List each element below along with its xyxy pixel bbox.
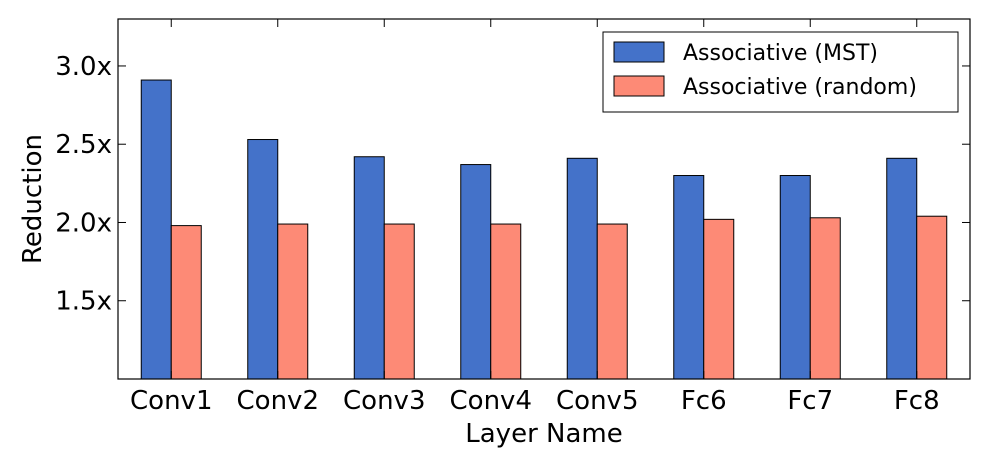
bar-fc6-series-2 [703, 218, 735, 380]
y-tick-label: 2.5x [55, 130, 112, 160]
x-tick-label-fc7: Fc7 [787, 386, 833, 416]
bar-fc6-series-1 [673, 175, 705, 380]
bar-conv1-series-1 [140, 79, 172, 380]
x-tick-label-conv2: Conv2 [237, 386, 319, 416]
legend-swatch-2 [613, 75, 665, 97]
y-tick-label: 1.5x [55, 287, 112, 317]
bar-fc8-series-1 [886, 157, 918, 380]
legend-swatch-1 [613, 41, 665, 63]
plot-frame [117, 18, 971, 380]
x-axis-title: Layer Name [465, 419, 622, 449]
bar-fc7-series-1 [779, 175, 811, 380]
x-tick-label-fc8: Fc8 [894, 386, 940, 416]
y-tick-label: 2.0x [55, 208, 112, 238]
legend-label-2: Associative (random) [683, 75, 917, 100]
x-tick-label-fc6: Fc6 [681, 386, 727, 416]
bar-conv2-series-2 [277, 223, 309, 380]
bar-conv2-series-1 [247, 139, 279, 380]
y-axis-ticks: 1.5x 2.0x 2.5x 3.0x [55, 52, 970, 317]
x-axis-ticks: Conv1 Conv2 Conv3 Conv4 Conv5 Fc6 Fc7 Fc8 [130, 19, 940, 416]
legend: Associative (MST) Associative (random) [602, 31, 959, 113]
x-tick-label-conv4: Conv4 [450, 386, 532, 416]
bar-conv5-series-1 [566, 157, 598, 380]
bars-group [140, 79, 948, 380]
bar-conv4-series-1 [460, 164, 492, 380]
bar-fc7-series-2 [809, 217, 841, 380]
x-tick-label-conv3: Conv3 [343, 386, 425, 416]
bar-conv5-series-2 [596, 223, 628, 380]
y-axis-title: Reduction [18, 134, 48, 264]
y-tick-label: 3.0x [55, 52, 112, 82]
bar-fc8-series-2 [916, 215, 948, 380]
x-tick-label-conv5: Conv5 [556, 386, 638, 416]
bar-conv3-series-2 [383, 223, 415, 380]
x-tick-label-conv1: Conv1 [130, 386, 212, 416]
bar-conv1-series-2 [170, 225, 202, 380]
legend-label-1: Associative (MST) [683, 41, 878, 66]
bar-conv3-series-1 [353, 156, 385, 380]
bar-conv4-series-2 [490, 223, 522, 380]
